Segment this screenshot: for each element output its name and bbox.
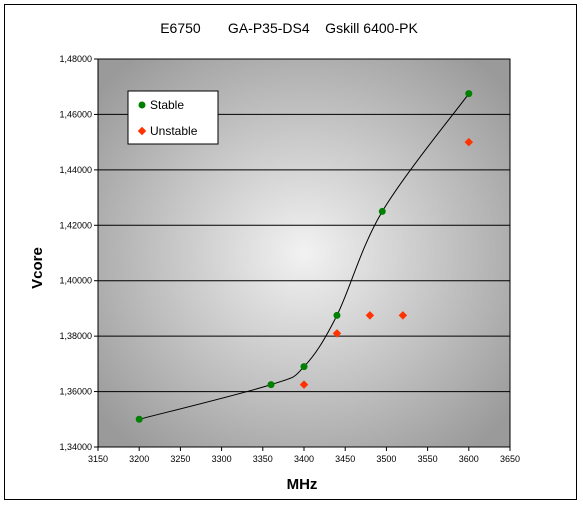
y-tick-label: 1,36000 bbox=[59, 387, 92, 397]
unstable-point bbox=[464, 137, 474, 147]
legend-unstable-label: Unstable bbox=[150, 124, 198, 138]
y-tick-label: 1,38000 bbox=[59, 331, 92, 341]
unstable-point bbox=[398, 311, 408, 320]
x-tick-label: 3550 bbox=[418, 454, 438, 464]
data-points bbox=[135, 90, 474, 423]
stable-point bbox=[135, 415, 143, 423]
stable-point bbox=[333, 311, 341, 319]
y-tick-label: 1,46000 bbox=[59, 109, 92, 119]
stable-point bbox=[378, 207, 386, 215]
x-tick-label: 3250 bbox=[170, 454, 190, 464]
x-axis-title: MHz bbox=[287, 476, 318, 493]
chart-title: E6750 GA-P35-DS4 Gskill 6400-PK bbox=[160, 20, 418, 36]
x-tick-label: 3600 bbox=[459, 454, 479, 464]
unstable-point bbox=[299, 380, 309, 389]
stable-point bbox=[267, 381, 275, 389]
y-tick-label: 1,40000 bbox=[59, 276, 92, 286]
x-axis-ticks: 3150 3200 3250 3300 3350 3400 3450 3500 3550 3600… bbox=[88, 447, 520, 464]
legend-box bbox=[127, 90, 219, 145]
x-tick-label: 3150 bbox=[88, 454, 108, 464]
x-tick-label: 3450 bbox=[335, 454, 355, 464]
stable-point bbox=[300, 363, 308, 371]
y-axis-ticks: 1,34000 1,36000 1,38000 1,40000 1,42000 1,440… bbox=[59, 54, 98, 452]
y-tick-label: 1,34000 bbox=[59, 442, 92, 452]
stable-point bbox=[465, 90, 473, 98]
x-tick-label: 3650 bbox=[500, 454, 520, 464]
y-tick-label: 1,48000 bbox=[59, 54, 92, 64]
y-tick-label: 1,42000 bbox=[59, 220, 92, 230]
unstable-point bbox=[365, 311, 375, 320]
stable-trendline bbox=[139, 93, 470, 420]
x-tick-label: 3500 bbox=[376, 454, 396, 464]
legend-stable-label: Stable bbox=[150, 98, 184, 112]
y-axis-title: Vcore bbox=[29, 247, 46, 289]
y-tick-label: 1,44000 bbox=[59, 165, 92, 175]
trendline bbox=[139, 93, 470, 420]
legend-stable-marker bbox=[138, 101, 146, 109]
x-tick-label: 3350 bbox=[253, 454, 273, 464]
legend-unstable-marker bbox=[137, 126, 147, 136]
unstable-point bbox=[332, 329, 342, 338]
legend: Stable Unstable bbox=[127, 90, 219, 145]
x-tick-label: 3300 bbox=[212, 454, 232, 464]
x-tick-label: 3400 bbox=[294, 454, 314, 464]
x-tick-label: 3200 bbox=[129, 454, 149, 464]
